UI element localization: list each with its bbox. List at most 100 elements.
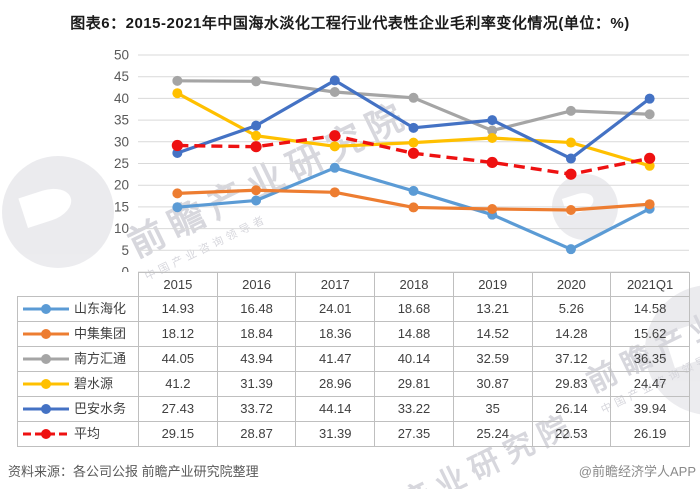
data-point-marker	[487, 203, 498, 214]
legend-series-name: 巴安水务	[74, 401, 127, 416]
table-value-cell: 27.35	[374, 421, 454, 447]
legend-cell: 平均	[17, 421, 139, 447]
data-point-marker	[408, 202, 419, 213]
table-value-cell: 41.2	[138, 371, 218, 397]
data-point-marker	[172, 188, 183, 199]
legend-key-icon	[23, 304, 69, 314]
y-tick-label: 10	[114, 221, 129, 236]
data-point-marker	[565, 205, 576, 216]
data-point-marker	[487, 133, 498, 144]
legend-key-icon	[23, 354, 69, 364]
y-tick-label: 50	[114, 48, 129, 63]
table-row-碧水源: 碧水源 41.2 31.39 28.96 29.81 30.87 29.83 24.47	[17, 371, 690, 397]
data-point-marker	[408, 137, 419, 148]
table-value-cell: 28.87	[216, 421, 297, 447]
series-南方汇通	[172, 75, 655, 136]
table-value-cell: 14.58	[610, 296, 690, 322]
table-value-cell: 36.35	[610, 346, 690, 372]
table-value-cell: 16.48	[216, 296, 297, 322]
table-value-cell: 44.05	[138, 346, 218, 372]
table-value-cell: 40.14	[374, 346, 454, 372]
x-axis-year-header: 2019	[452, 272, 533, 297]
legend-cell: 南方汇通	[17, 346, 139, 372]
table-row-平均: 平均 29.15 28.87 31.39 27.35 25.24 22.53 26.19	[17, 421, 690, 447]
legend-key-icon	[23, 329, 69, 339]
legend-cell: 碧水源	[17, 371, 139, 397]
legend-key-icon	[23, 404, 69, 414]
data-point-marker	[251, 130, 262, 141]
data-point-marker	[251, 120, 262, 131]
y-tick-label: 40	[114, 91, 129, 106]
table-value-cell: 28.96	[295, 371, 376, 397]
legend-series-name: 南方汇通	[74, 351, 127, 366]
x-axis-year-header: 2017	[295, 272, 376, 297]
data-point-marker	[486, 156, 498, 169]
data-point-marker	[487, 115, 498, 126]
table-value-cell: 22.53	[531, 421, 612, 447]
y-tick-label: 0	[121, 265, 129, 273]
table-value-cell: 33.72	[216, 396, 297, 422]
chart-data-table: 2015 2016 2017 2018 2019 2020 2021Q1 山东海化 14.93 1…	[17, 272, 690, 447]
table-value-cell: 24.47	[610, 371, 690, 397]
data-point-marker	[408, 92, 419, 103]
data-point-marker	[329, 141, 340, 152]
legend-series-name: 碧水源	[74, 376, 114, 391]
y-tick-label: 30	[114, 134, 129, 149]
data-point-marker	[329, 130, 341, 142]
table-value-cell: 25.24	[452, 421, 533, 447]
legend-cell: 山东海化	[17, 296, 139, 322]
table-value-cell: 27.43	[138, 396, 218, 422]
x-axis-year-header: 2015	[138, 272, 218, 297]
data-point-marker	[329, 75, 340, 86]
data-point-marker	[251, 185, 262, 196]
y-axis-tick-labels: 0 5 10 15 20 25 30 35 40 45 50	[114, 48, 129, 273]
x-axis-year-header: 2016	[216, 272, 297, 297]
app-credit: @前瞻经济学人APP	[578, 464, 696, 479]
table-value-cell: 26.14	[531, 396, 612, 422]
table-value-cell: 44.14	[295, 396, 376, 422]
legend-key-icon	[23, 379, 69, 389]
table-row-山东海化: 山东海化 14.93 16.48 24.01 18.68 13.21 5.26 14.58	[17, 296, 690, 322]
y-tick-label: 5	[121, 243, 129, 258]
table-value-cell: 18.36	[295, 321, 376, 347]
y-tick-label: 25	[114, 156, 129, 171]
table-row-巴安水务: 巴安水务 27.43 33.72 44.14 33.22 35 26.14 39.94	[17, 396, 690, 422]
data-point-marker	[565, 153, 576, 164]
table-corner-blank	[18, 273, 139, 297]
table-value-cell: 29.15	[138, 421, 218, 447]
table-row-中集集团: 中集集团 18.12 18.84 18.36 14.88 14.52 14.28 15.62	[17, 321, 690, 347]
y-gridlines	[138, 54, 689, 272]
data-point-marker	[329, 87, 340, 98]
data-point-marker	[644, 152, 656, 164]
data-point-marker	[644, 109, 655, 120]
data-point-marker	[408, 185, 419, 196]
data-point-marker	[250, 141, 262, 153]
y-tick-label: 20	[114, 178, 129, 193]
y-tick-label: 15	[114, 199, 129, 214]
table-value-cell: 15.62	[610, 321, 690, 347]
data-point-marker	[172, 202, 183, 213]
legend-series-name: 平均	[74, 426, 101, 441]
data-point-marker	[172, 88, 183, 99]
y-tick-label: 45	[114, 69, 129, 84]
data-point-marker	[565, 137, 576, 148]
legend-key-icon	[23, 429, 69, 439]
x-axis-year-header: 2021Q1	[610, 272, 690, 297]
data-point-marker	[407, 147, 420, 159]
data-point-marker	[251, 195, 262, 206]
table-value-cell: 32.59	[452, 346, 533, 372]
table-value-cell: 26.19	[610, 421, 690, 447]
table-value-cell: 14.52	[452, 321, 533, 347]
y-tick-label: 35	[114, 113, 129, 128]
x-axis-year-header: 2018	[374, 272, 454, 297]
table-value-cell: 31.39	[295, 421, 376, 447]
table-value-cell: 30.87	[452, 371, 533, 397]
x-axis-year-header: 2020	[531, 272, 612, 297]
data-point-marker	[329, 187, 340, 198]
table-value-cell: 43.94	[216, 346, 297, 372]
data-point-marker	[644, 199, 655, 210]
table-value-cell: 18.12	[138, 321, 218, 347]
data-point-marker	[251, 76, 262, 87]
table-value-cell: 18.84	[216, 321, 297, 347]
